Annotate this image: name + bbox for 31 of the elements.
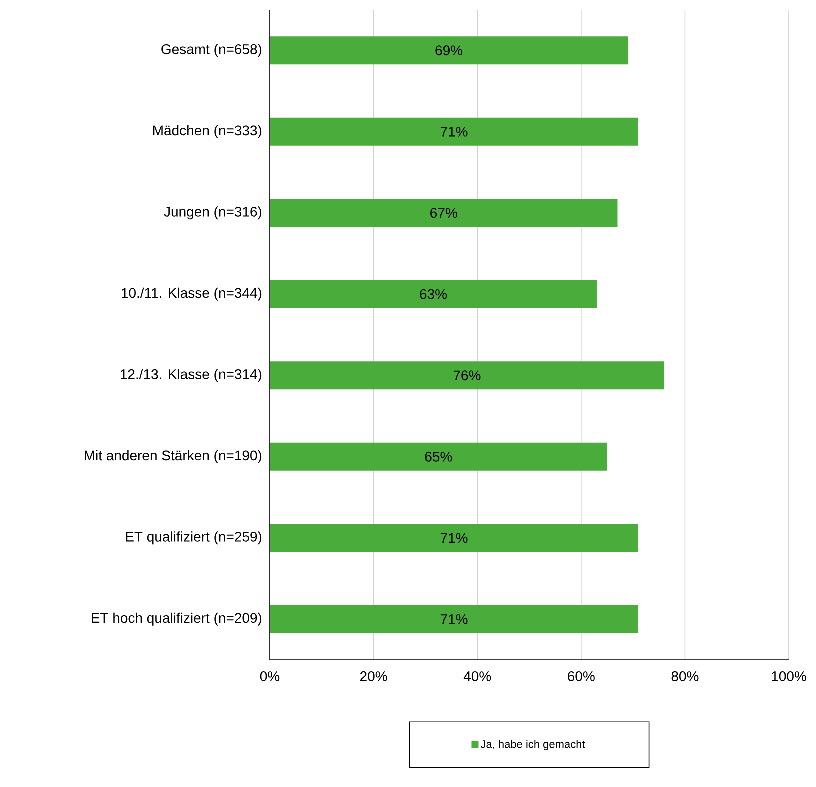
bar (270, 362, 664, 390)
data-label: 76% (454, 370, 481, 381)
data-label: 71% (440, 126, 468, 137)
bar (270, 524, 638, 552)
data-label: 67% (430, 208, 458, 218)
x-tick-label: 80% (672, 672, 699, 682)
x-tick-label: 20% (360, 672, 388, 682)
x-tick-label: 100% (772, 672, 806, 682)
data-label: 65% (425, 452, 452, 462)
data-label: 69% (436, 46, 463, 56)
y-tick-label: Mit anderen Stärken (n=190) (85, 450, 262, 464)
y-tick-label: Jungen (n=316) (164, 206, 262, 220)
data-label: 71% (440, 533, 468, 544)
data-label: 71% (440, 614, 468, 624)
bar (270, 36, 628, 65)
x-tick-label: 0% (260, 672, 280, 682)
y-tick-label: 10./11. Klasse (n=344) (122, 288, 262, 301)
data-label: 63% (420, 289, 447, 300)
bar (270, 442, 608, 471)
y-tick-label: 12./13. Klasse (n=314) (120, 369, 262, 382)
bar (270, 118, 638, 146)
legend-label: Ja, habe ich gemacht (480, 740, 586, 750)
x-tick-label: 60% (568, 672, 595, 682)
y-tick-label: ET hoch qualifiziert (n=209) (92, 612, 262, 626)
y-tick-label: Gesamt (n=658) (162, 44, 262, 58)
y-tick-label: ET qualifiziert (n=259) (126, 532, 262, 545)
bar (270, 199, 618, 228)
bar (270, 605, 638, 634)
y-tick-label: Mädchen (n=333) (153, 125, 262, 138)
x-tick-label: 40% (464, 672, 492, 682)
bar (270, 280, 597, 308)
